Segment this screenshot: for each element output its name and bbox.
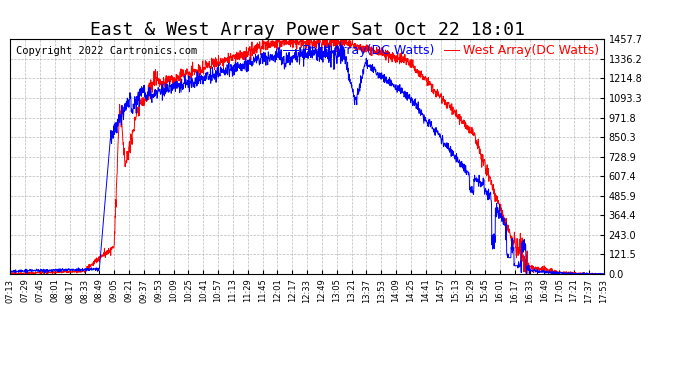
West Array(DC Watts)	[583, 272, 591, 276]
East Array(DC Watts)	[336, 40, 344, 44]
West Array(DC Watts)	[295, 40, 304, 45]
West Array(DC Watts)	[474, 137, 482, 141]
Legend: East Array(DC Watts), West Array(DC Watts): East Array(DC Watts), West Array(DC Watt…	[278, 39, 604, 62]
West Array(DC Watts)	[582, 272, 591, 276]
East Array(DC Watts)	[583, 272, 591, 276]
West Array(DC Watts)	[6, 271, 14, 275]
East Array(DC Watts)	[279, 58, 287, 63]
Line: East Array(DC Watts): East Array(DC Watts)	[10, 42, 604, 274]
Text: Copyright 2022 Cartronics.com: Copyright 2022 Cartronics.com	[17, 46, 197, 56]
East Array(DC Watts)	[474, 177, 482, 182]
West Array(DC Watts)	[264, 37, 273, 42]
East Array(DC Watts)	[6, 269, 14, 274]
East Array(DC Watts)	[295, 51, 303, 56]
East Array(DC Watts)	[522, 272, 531, 276]
East Array(DC Watts)	[582, 270, 591, 275]
East Array(DC Watts)	[37, 267, 45, 272]
Title: East & West Array Power Sat Oct 22 18:01: East & West Array Power Sat Oct 22 18:01	[90, 21, 524, 39]
West Array(DC Watts)	[6, 272, 14, 276]
West Array(DC Watts)	[600, 272, 608, 276]
West Array(DC Watts)	[279, 37, 288, 42]
West Array(DC Watts)	[37, 270, 45, 275]
East Array(DC Watts)	[600, 272, 608, 276]
Line: West Array(DC Watts): West Array(DC Watts)	[10, 39, 604, 274]
